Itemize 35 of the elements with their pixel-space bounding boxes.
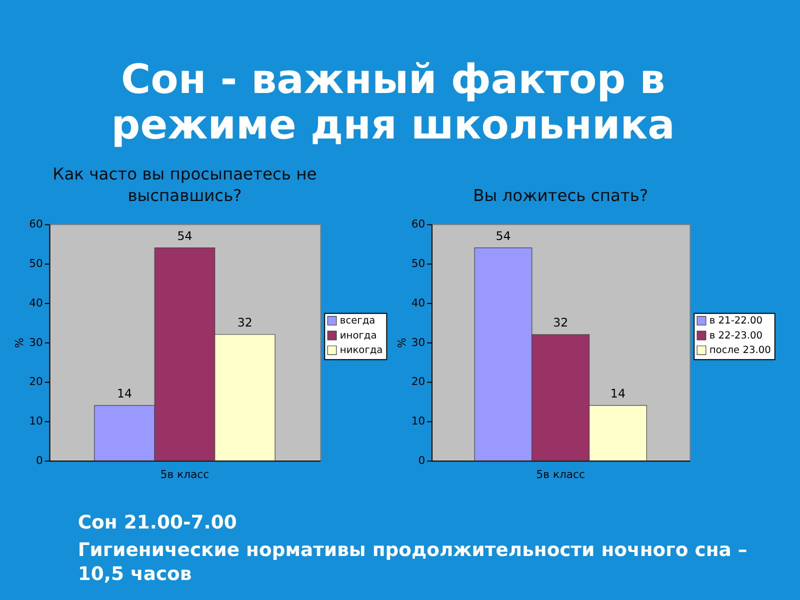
y-tick-label: 30: [29, 336, 43, 349]
data-label: 54: [177, 228, 192, 243]
chart-title: Как часто вы просыпаетесь не выспавшись?: [52, 164, 317, 206]
y-tick-label: 60: [29, 218, 43, 231]
y-tick-label: 10: [29, 414, 43, 428]
y-tick-label: 50: [29, 257, 43, 270]
legend-label: иногда: [340, 330, 377, 342]
y-tick-label: 30: [411, 336, 426, 349]
legend-label: в 22-23.00: [709, 330, 763, 342]
y-tick-label: 20: [29, 375, 43, 388]
data-label: 32: [237, 316, 252, 330]
legend-label: в 21-22.00: [709, 316, 763, 327]
text: Сон 21.00-7.00: [78, 512, 237, 534]
data-label: 14: [117, 386, 132, 401]
x-tick-label: 5в класс: [160, 468, 210, 481]
legend-label: после 23.00: [709, 345, 771, 356]
y-axis-title: %: [13, 338, 26, 348]
text: Гигиенические нормативы продолжительности ночного сна – 10,5 часов: [78, 540, 748, 585]
x-tick-label: 5в класс: [536, 468, 585, 481]
y-tick-label: 0: [36, 454, 43, 468]
chart-title: Вы ложитесь спать?: [473, 186, 648, 206]
data-label: 14: [610, 386, 626, 401]
data-label: 32: [553, 316, 568, 330]
y-tick-label: 20: [411, 375, 426, 388]
y-tick-label: 10: [411, 414, 426, 428]
y-tick-label: 50: [411, 257, 426, 270]
y-tick-label: 60: [411, 218, 426, 231]
text: Сон - важный фактор в режиме дня школьника: [111, 56, 675, 148]
data-label: 54: [496, 228, 511, 243]
y-tick-label: 0: [418, 454, 426, 468]
y-axis-title: %: [395, 338, 408, 348]
legend-label: никогда: [340, 345, 383, 356]
y-tick-label: 40: [411, 296, 426, 310]
y-tick-label: 40: [29, 296, 43, 310]
legend-label: всегда: [340, 316, 376, 327]
